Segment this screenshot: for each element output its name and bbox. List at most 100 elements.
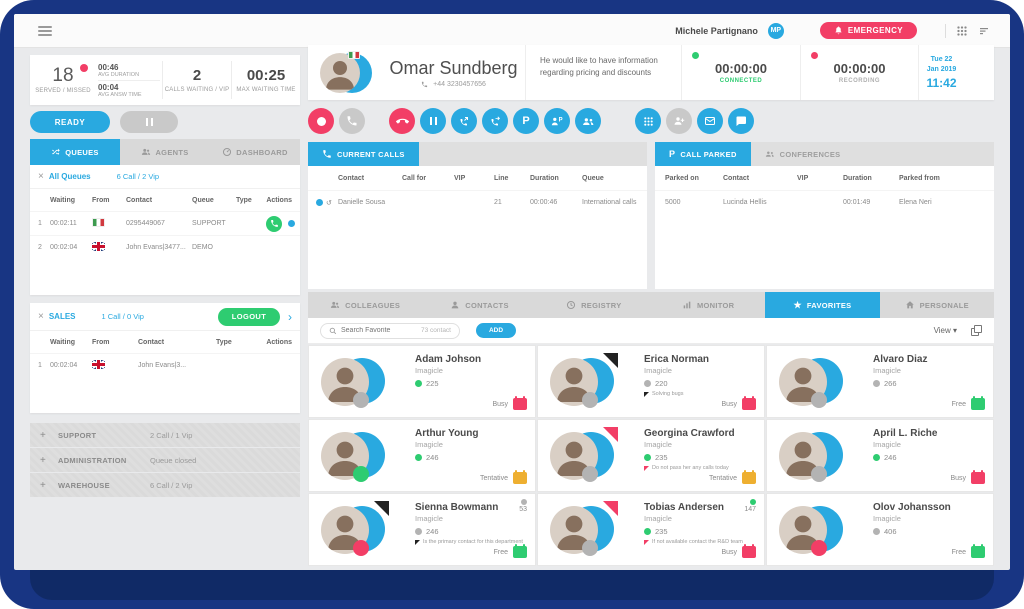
favorite-card[interactable]: 53 Sienna Bowmann Imagicle (308, 493, 536, 566)
sidebar-tabs: QUEUES AGENTS DASHBOARD (30, 139, 300, 165)
flag-triangle-icon (603, 427, 618, 442)
people-icon (330, 301, 340, 308)
conference-icon (765, 151, 774, 157)
vip-dot (288, 220, 295, 227)
favorite-card[interactable]: Adam Johson Imagicle 225 (308, 345, 536, 418)
contact-avatar (321, 430, 387, 484)
queue-accordion-support[interactable]: + SUPPORT 2 Call / 1 Vip (30, 423, 300, 447)
park-to-person-button[interactable]: P (544, 108, 570, 134)
calls-waiting-label: CALLS WAITING / VIP (164, 87, 230, 93)
search-favorite-input[interactable] (341, 327, 411, 334)
dialpad-icon[interactable] (956, 25, 968, 37)
tab-call-parked[interactable]: P CALL PARKED (655, 142, 751, 166)
contact-name: Arthur Young (415, 428, 479, 439)
main-column: Omar Sundberg +44 3230457656 He would li… (308, 45, 994, 566)
conference-button[interactable] (575, 108, 601, 134)
search-favorite-box[interactable]: 73 contact (320, 322, 460, 339)
favorite-card[interactable]: Georgina Crawford Imagicle 235 Do not pa… (537, 419, 765, 492)
queue-row[interactable]: 2 00:02:04 John Evans|3477... DEMO (30, 235, 300, 259)
tab-favorites[interactable]: ★ FAVORITES (765, 292, 880, 318)
calendar-status-label: Busy (721, 400, 737, 408)
favorite-card[interactable]: 147 Tobias Andersen Imagicle (537, 493, 765, 566)
phone-icon (422, 81, 428, 87)
tab-monitor[interactable]: MONITOR (651, 292, 765, 318)
hold-button[interactable] (420, 108, 446, 134)
email-button[interactable] (697, 108, 723, 134)
tab-contacts[interactable]: CONTACTS (422, 292, 536, 318)
hangup-button[interactable] (389, 108, 415, 134)
tab-dashboard[interactable]: DASHBOARD (210, 139, 300, 165)
tab-conferences[interactable]: CONFERENCES (751, 142, 855, 166)
favorite-card[interactable]: April L. Riche Imagicle 246 (766, 419, 994, 492)
close-icon[interactable]: × (38, 171, 44, 182)
connected-timer: 00:00:00 (714, 61, 768, 76)
tab-colleagues[interactable]: COLLEAGUES (308, 292, 422, 318)
calendar-status-label: Tentative (479, 474, 508, 482)
favorite-card[interactable]: Erica Norman Imagicle 220 Solving bugs (537, 345, 765, 418)
directory-tabs: COLLEAGUES CONTACTS REGISTRY MONITOR ★ F… (308, 292, 994, 318)
menu-icon[interactable] (38, 24, 52, 38)
transfer-icon (460, 117, 468, 126)
contact-note: Solving bugs (652, 391, 684, 397)
add-person-button[interactable] (666, 108, 692, 134)
sales-badge: 1 Call / 0 Vip (101, 312, 144, 321)
blind-transfer-button[interactable] (451, 108, 477, 134)
queue-row[interactable]: 1 00:02:11 0295449067 SUPPORT (30, 211, 300, 235)
tab-registry[interactable]: REGISTRY (537, 292, 651, 318)
tab-agents[interactable]: AGENTS (120, 139, 210, 165)
plus-icon: + (40, 429, 46, 441)
parked-call-row[interactable]: 5000 Lucinda Hellis 00:01:49 Elena Neri (655, 190, 994, 214)
tab-queues[interactable]: QUEUES (30, 139, 120, 165)
contact-note: Do not pass her any calls today (652, 465, 729, 471)
park-icon: P (669, 149, 676, 159)
calls-waiting-value: 2 (192, 67, 202, 84)
queue-accordion-administration[interactable]: + ADMINISTRATION Queue closed (30, 448, 300, 472)
divider (231, 61, 232, 99)
view-dropdown[interactable]: View ▾ (933, 326, 957, 335)
extension-status-dot (415, 380, 422, 387)
contact-name: Adam Johson (415, 354, 482, 365)
avatar-photo (321, 506, 369, 554)
chat-button[interactable] (728, 108, 754, 134)
favorite-card[interactable]: Olov Johansson Imagicle 406 (766, 493, 994, 566)
park-button[interactable]: P (513, 108, 539, 134)
note-flag-icon (644, 539, 649, 545)
current-call-row[interactable]: ↺ Danielle Sousa 21 00:00:46 Internation… (308, 190, 647, 214)
record-button[interactable] (308, 108, 334, 134)
user-avatar[interactable]: MP (767, 22, 784, 39)
favorite-card[interactable]: Alvaro Diaz Imagicle 266 (766, 345, 994, 418)
tab-personale[interactable]: PERSONALE (880, 292, 994, 318)
window-base (30, 566, 994, 600)
tab-current-calls[interactable]: CURRENT CALLS (308, 142, 419, 166)
phone-status-dot (582, 392, 598, 408)
phone-icon (270, 219, 278, 227)
queue-accordion-warehouse[interactable]: + WAREHOUSE 6 Call / 2 Vip (30, 473, 300, 497)
extension-status-dot (873, 380, 880, 387)
sales-table-header: Waiting From Contact Type Actions (50, 338, 292, 346)
extension-status-dot (415, 528, 422, 535)
contact-name: Sienna Bowmann (415, 502, 499, 513)
avg-duration-label: AVG DURATION (98, 72, 160, 81)
pause-status-button[interactable] (120, 111, 178, 133)
chevron-right-icon[interactable]: › (288, 309, 292, 324)
extension-status-dot (873, 454, 880, 461)
queue-row[interactable]: 1 00:02:04 John Evans|3... (30, 353, 300, 377)
logout-button[interactable]: LOGOUT (218, 307, 280, 326)
answer-call-button[interactable] (266, 215, 282, 232)
contact-company: Imagicle (873, 440, 901, 449)
favorite-card[interactable]: Arthur Young Imagicle 246 (308, 419, 536, 492)
sort-icon[interactable] (978, 25, 990, 37)
active-call-dot (316, 199, 323, 206)
layout-icon[interactable] (971, 325, 982, 336)
emergency-button[interactable]: EMERGENCY (819, 22, 917, 39)
close-icon[interactable]: × (38, 311, 44, 322)
dialpad-button[interactable] (635, 108, 661, 134)
conference-icon (582, 117, 593, 125)
calendar-icon (971, 396, 985, 410)
consult-transfer-button[interactable] (482, 108, 508, 134)
answer-button[interactable] (339, 108, 365, 134)
ready-status-button[interactable]: READY (30, 111, 110, 133)
connected-label: CONNECTED (719, 78, 763, 84)
add-favorite-button[interactable]: ADD (476, 323, 516, 338)
